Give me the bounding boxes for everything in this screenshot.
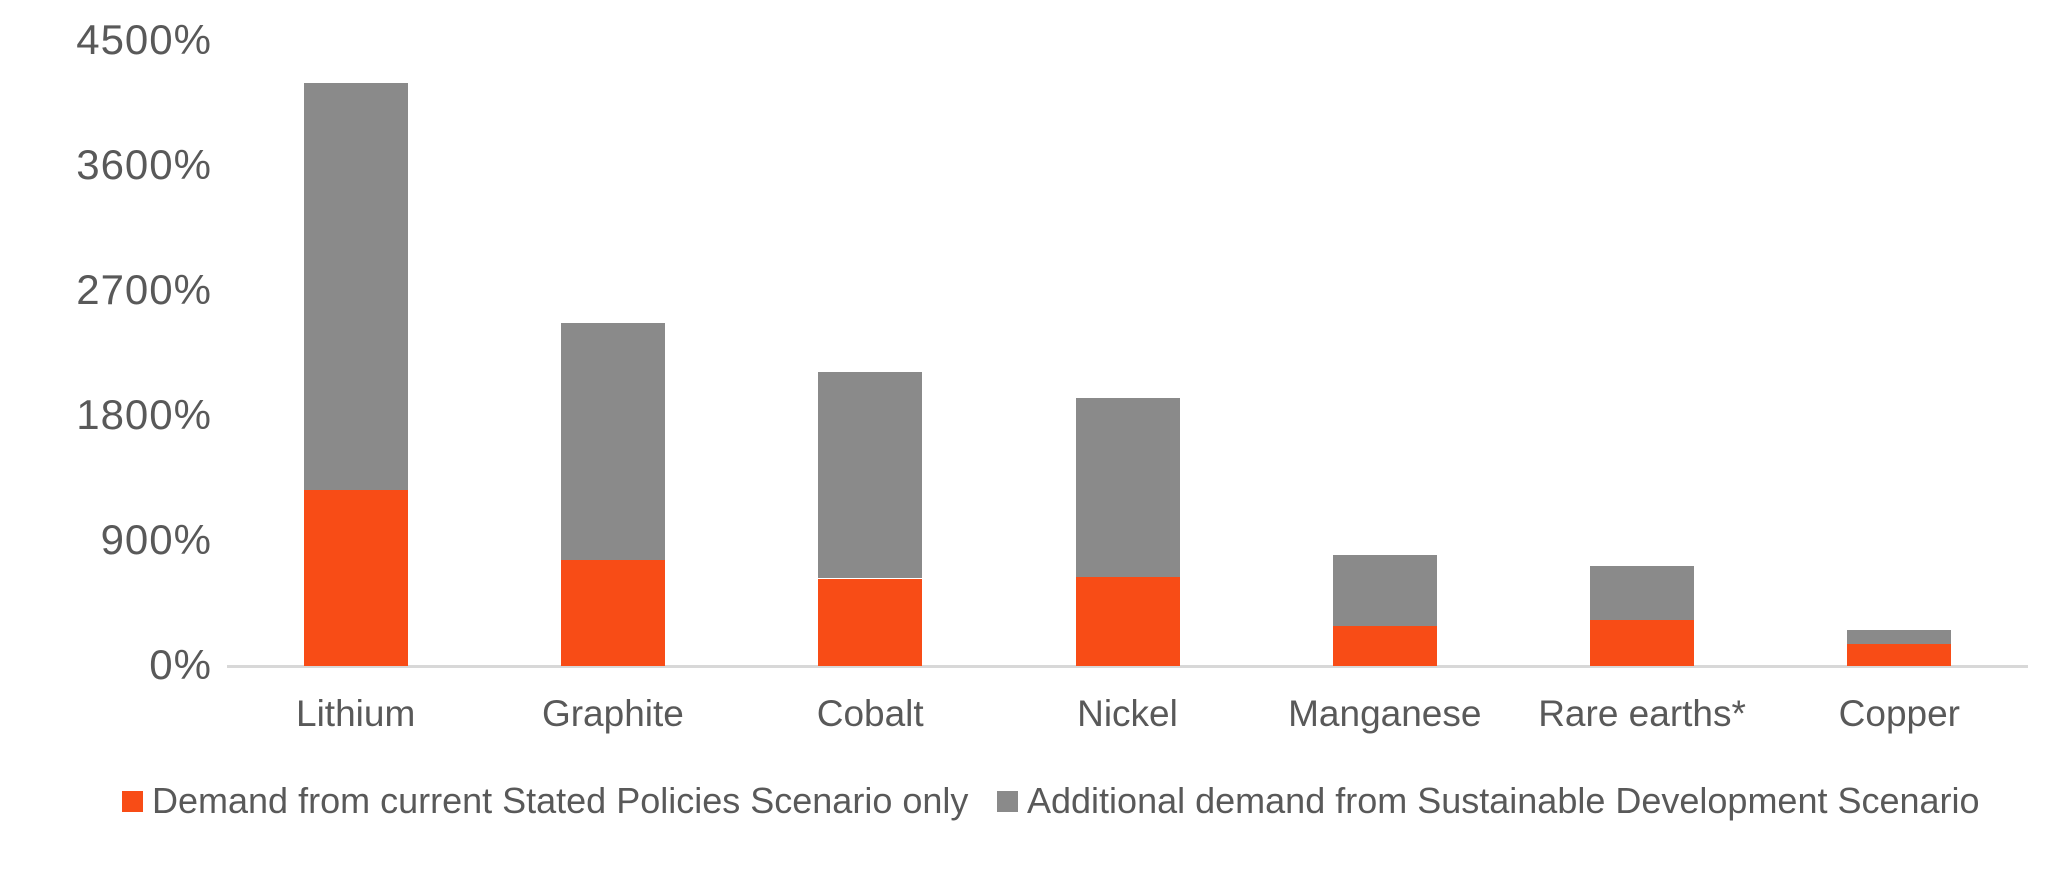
bar-segment-sds-manganese xyxy=(1332,554,1437,626)
bar-segment-steps-nickel xyxy=(1075,577,1180,666)
x-axis-label-copper: Copper xyxy=(1838,693,1961,734)
y-tick-label: 900% xyxy=(100,516,212,564)
bar-segment-steps-lithium xyxy=(303,489,408,666)
y-tick-label: 4500% xyxy=(76,16,212,64)
x-axis-label-cobalt: Cobalt xyxy=(816,693,924,734)
bar-segment-steps-copper xyxy=(1847,643,1952,666)
x-axis-label-graphite: Graphite xyxy=(541,693,684,734)
x-axis-label-manganese: Manganese xyxy=(1288,693,1482,734)
legend-label: Additional demand from Sustainable Devel… xyxy=(1027,780,1980,821)
bar-segment-sds-graphite xyxy=(560,322,665,561)
bar-segment-steps-cobalt xyxy=(818,578,923,666)
x-axis-label-nickel: Nickel xyxy=(1077,693,1178,734)
bar-segment-sds-copper xyxy=(1847,629,1952,644)
legend-label: Demand from current Stated Policies Scen… xyxy=(152,780,969,821)
x-axis-label-rare-earths-: Rare earths* xyxy=(1538,693,1746,734)
bar-segment-steps-rare-earths- xyxy=(1590,620,1695,666)
legend-swatch-icon xyxy=(122,791,143,812)
bar-segment-steps-manganese xyxy=(1332,625,1437,666)
y-tick-label: 2700% xyxy=(76,266,212,314)
y-tick-label: 0% xyxy=(149,641,212,689)
bar-segment-steps-graphite xyxy=(560,560,665,666)
x-axis-line xyxy=(227,665,2028,668)
y-tick-label: 3600% xyxy=(76,141,212,189)
y-tick-label: 1800% xyxy=(76,391,212,439)
bar-segment-sds-lithium xyxy=(303,82,408,490)
bar-segment-sds-nickel xyxy=(1075,397,1180,578)
legend-swatch-icon xyxy=(997,791,1018,812)
x-axis-label-lithium: Lithium xyxy=(296,693,416,734)
bar-segment-sds-rare-earths- xyxy=(1590,566,1695,621)
bar-segment-sds-cobalt xyxy=(818,371,923,579)
legend-item-sds: Additional demand from Sustainable Devel… xyxy=(997,780,1980,822)
legend-item-steps: Demand from current Stated Policies Scen… xyxy=(122,780,968,822)
